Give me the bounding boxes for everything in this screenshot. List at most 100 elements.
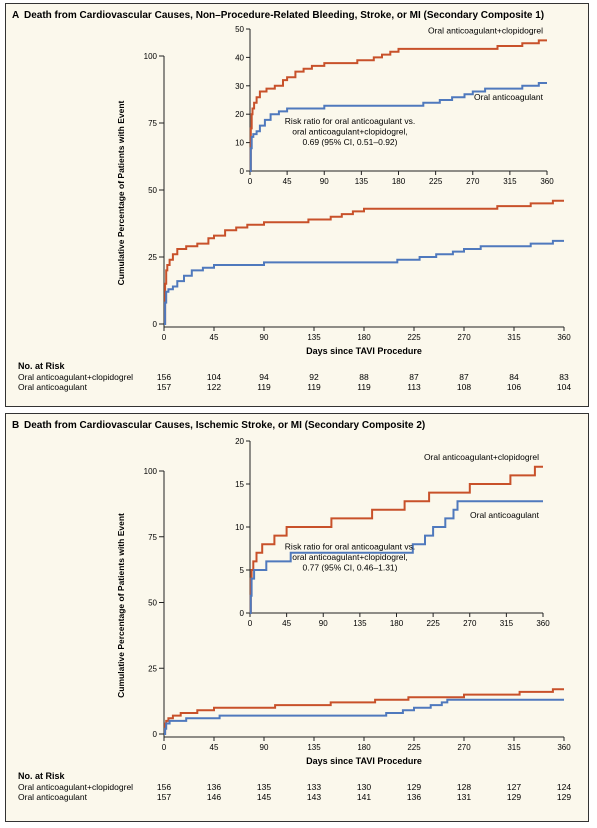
panel-a-inset-label-oac: Oral anticoagulant [474,92,544,102]
panel-a-risk-ratio-line: oral anticoagulant+clopidogrel, [292,127,408,137]
panel-b-x-tick-label: 360 [557,743,571,752]
panel-b-at-risk-value: 146 [207,792,221,802]
panel-b-at-risk-value: 131 [457,792,471,802]
panel-a-x-tick-label: 90 [260,333,269,342]
panel-a-risk-ratio-line: Risk ratio for oral anticoagulant vs. [285,116,415,126]
panel-a-chart: A Death from Cardiovascular Causes, Non–… [12,10,571,392]
panel-b-inset-x-tick-label: 225 [426,619,440,628]
panel-a-inset-y-tick-label: 30 [235,82,244,91]
panel-a-inset-x-tick-label: 225 [429,177,443,186]
panel-a-inset-y-tick-label: 0 [240,167,245,176]
panel-b-inset-y-tick-label: 0 [240,609,245,618]
panel-b-at-risk-row-label: Oral anticoagulant+clopidogrel [18,782,133,792]
panel-b-inset-y-tick-label: 5 [240,566,245,575]
panel-b-x-tick-label: 225 [407,743,421,752]
panel-b-title: Death from Cardiovascular Causes, Ischem… [24,420,425,431]
panel-b-x-tick-label: 0 [162,743,167,752]
panel-b-at-risk-value: 143 [307,792,321,802]
panel-a-series-oac-line [164,239,564,325]
panel-a-inset-x-tick-label: 315 [503,177,517,186]
panel-a-letter: A [12,10,19,21]
panel-b-x-tick-label: 90 [260,743,269,752]
panel-a-x-tick-label: 270 [457,333,471,342]
panel-b-at-risk-value: 124 [557,782,571,792]
panel-a-inset-series-combo-line [249,39,547,172]
panel-b-inset-y-tick-label: 20 [235,437,244,446]
panel-b-at-risk-value: 135 [257,782,271,792]
panel-b-y-tick-label: 100 [144,467,158,476]
panel-b-at-risk-header: No. at Risk [18,771,66,781]
panel-a-series-combo-line [164,199,564,325]
panel-b-inset-y-tick-label: 10 [235,523,244,532]
panel-b-x-tick-label: 270 [457,743,471,752]
panel-a-x-tick-label: 360 [557,333,571,342]
panel-b-inset-x-tick-label: 180 [390,619,404,628]
panel-a-at-risk-value: 94 [259,372,269,382]
panel-a-at-risk-value: 119 [257,382,271,392]
panel-b-x-axis-label: Days since TAVI Procedure [306,756,422,766]
panel-b-inset-x-tick-label: 270 [463,619,477,628]
panel-b-at-risk-value: 129 [507,792,521,802]
panel-a-y-tick-label: 100 [144,52,158,61]
panel-b-inset-x-tick-label: 360 [536,619,550,628]
panel-b-at-risk-value: 130 [357,782,371,792]
panel-a-title: Death from Cardiovascular Causes, Non–Pr… [24,10,544,21]
panel-b-inset-x-tick-label: 135 [353,619,367,628]
panel-a-at-risk-value: 104 [207,372,221,382]
panel-a-x-axis-label: Days since TAVI Procedure [306,346,422,356]
panel-b-risk-ratio-line: Risk ratio for oral anticoagulant vs. [285,541,415,551]
panel-a-at-risk-value: 88 [359,372,369,382]
panel-b-x-tick-label: 180 [357,743,371,752]
panel-b-at-risk-value: 133 [307,782,321,792]
panel-b-series-combo-line [164,688,564,735]
panel-b-at-risk-row-label: Oral anticoagulant [18,792,88,802]
panel-a-inset-series-oac-line [249,82,547,172]
panel-a: A Death from Cardiovascular Causes, Non–… [5,3,589,407]
panel-a-at-risk-value: 108 [457,382,471,392]
panel-b-inset-series-combo-line [249,465,543,614]
panel-a-y-tick-label: 25 [148,253,157,262]
panel-a-x-tick-label: 180 [357,333,371,342]
panel-a-x-tick-label: 0 [162,333,167,342]
panel-a-at-risk-value: 157 [157,382,171,392]
panel-b-series-oac-line [164,698,564,735]
panel-a-y-tick-label: 50 [148,186,157,195]
panel-b-inset-series-oac-line [249,500,543,614]
panel-a-at-risk-value: 122 [207,382,221,392]
panel-b-x-tick-label: 45 [210,743,219,752]
panel-b-inset-x-tick-label: 45 [282,619,291,628]
panel-b-risk-ratio-line: 0.77 (95% CI, 0.46–1.31) [303,562,398,572]
panel-b-inset-label-combo: Oral anticoagulant+clopidogrel [424,452,539,462]
panel-b-at-risk-value: 127 [507,782,521,792]
panel-b-inset-x-tick-label: 0 [248,619,253,628]
panel-a-inset-y-tick-label: 10 [235,139,244,148]
panel-b-inset-x-tick-label: 90 [319,619,328,628]
panel-a-inset-x-tick-label: 180 [392,177,406,186]
panel-a-inset-x-tick-label: 270 [466,177,480,186]
panel-b-y-axis-label: Cumulative Percentage of Patients with E… [116,513,126,698]
panel-a-at-risk-value: 106 [507,382,521,392]
panel-b-inset-y-tick-label: 15 [235,480,244,489]
panel-a-at-risk-value: 119 [307,382,321,392]
panel-b-letter: B [12,420,19,431]
panel-b-inset-x-tick-label: 315 [500,619,514,628]
panel-b-at-risk-value: 129 [557,792,571,802]
panel-a-at-risk-value: 87 [459,372,469,382]
panel-a-x-tick-label: 45 [210,333,219,342]
panel-a-at-risk-value: 156 [157,372,171,382]
panel-b-at-risk-value: 141 [357,792,371,802]
panel-b-x-tick-label: 135 [307,743,321,752]
panel-b-x-tick-label: 315 [507,743,521,752]
panel-a-inset-y-tick-label: 50 [235,25,244,34]
panel-b-y-tick-label: 25 [148,664,157,673]
panel-a-y-axis-label: Cumulative Percentage of Patients with E… [116,100,126,285]
panel-a-y-tick-label: 0 [153,320,158,329]
panel-b-at-risk-value: 136 [407,792,421,802]
panel-a-inset-y-tick-label: 20 [235,110,244,119]
panel-a-x-tick-label: 225 [407,333,421,342]
panel-a-at-risk-value: 92 [309,372,319,382]
panel-a-risk-ratio-line: 0.69 (95% CI, 0.51–0.92) [303,137,398,147]
panel-b: B Death from Cardiovascular Causes, Isch… [5,413,589,822]
panel-b-y-tick-label: 50 [148,599,157,608]
panel-b-inset-label-oac: Oral anticoagulant [470,510,540,520]
